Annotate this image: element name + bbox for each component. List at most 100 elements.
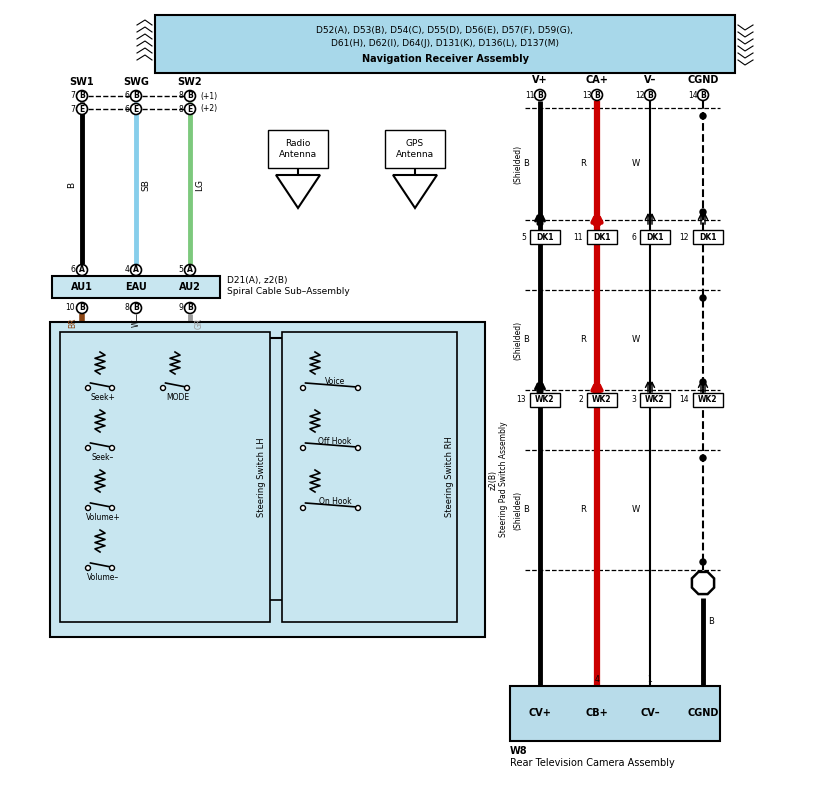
- Circle shape: [355, 386, 360, 390]
- Circle shape: [77, 91, 87, 102]
- Text: R: R: [580, 506, 586, 514]
- Text: (+1): (+1): [200, 91, 217, 100]
- Circle shape: [592, 90, 602, 100]
- Circle shape: [86, 506, 90, 510]
- Text: CGND: CGND: [687, 75, 719, 85]
- Text: DK1: DK1: [699, 232, 716, 242]
- Text: W: W: [131, 320, 140, 327]
- Circle shape: [301, 386, 306, 390]
- Text: Seek–: Seek–: [92, 453, 114, 463]
- Circle shape: [184, 386, 190, 390]
- Text: WK2: WK2: [645, 395, 665, 405]
- Text: B: B: [594, 91, 600, 99]
- Circle shape: [301, 506, 306, 510]
- Circle shape: [355, 445, 360, 451]
- Bar: [52, 276, 220, 298]
- Text: B: B: [187, 91, 193, 100]
- Text: W: W: [632, 335, 640, 344]
- Text: 8: 8: [178, 104, 183, 114]
- Text: A: A: [187, 266, 193, 274]
- Text: z2(B): z2(B): [488, 470, 497, 490]
- Circle shape: [700, 295, 706, 301]
- Text: 7: 7: [71, 104, 76, 114]
- Text: Seek+: Seek+: [90, 394, 116, 402]
- Circle shape: [77, 303, 87, 313]
- Bar: [268, 130, 328, 168]
- Text: CA+: CA+: [585, 75, 609, 85]
- Text: 3: 3: [631, 395, 636, 405]
- Circle shape: [109, 386, 114, 390]
- Text: DK1: DK1: [646, 232, 663, 242]
- Text: 12: 12: [680, 232, 689, 242]
- Text: (Shielded): (Shielded): [513, 145, 522, 184]
- Text: B: B: [700, 91, 706, 99]
- Text: W: W: [632, 160, 640, 169]
- Text: E: E: [134, 104, 139, 114]
- Bar: [510, 686, 720, 741]
- Text: CV–: CV–: [641, 708, 660, 719]
- Text: DK1: DK1: [593, 232, 610, 242]
- Circle shape: [184, 303, 196, 313]
- Text: A: A: [133, 266, 139, 274]
- Bar: [385, 130, 445, 168]
- Text: 6: 6: [631, 232, 636, 242]
- Text: Rear Television Camera Assembly: Rear Television Camera Assembly: [510, 758, 675, 768]
- Circle shape: [700, 209, 706, 215]
- Circle shape: [355, 506, 360, 510]
- Text: R: R: [580, 335, 586, 344]
- Polygon shape: [393, 175, 437, 208]
- Text: 7: 7: [71, 91, 76, 100]
- Circle shape: [130, 103, 142, 114]
- Text: B: B: [647, 91, 653, 99]
- Text: 12: 12: [635, 91, 645, 99]
- Text: B: B: [79, 304, 85, 312]
- Text: (Shielded): (Shielded): [513, 491, 522, 529]
- Text: Voice: Voice: [325, 378, 345, 386]
- Bar: [155, 15, 735, 73]
- Text: B: B: [133, 91, 139, 100]
- Text: CB+: CB+: [586, 708, 608, 719]
- Circle shape: [130, 91, 142, 102]
- Bar: [693, 230, 723, 244]
- Text: W: W: [632, 506, 640, 514]
- Text: Steering Pad Switch Assembly: Steering Pad Switch Assembly: [499, 421, 508, 537]
- Text: 6: 6: [125, 91, 130, 100]
- Bar: [530, 393, 560, 407]
- Text: B: B: [79, 91, 85, 100]
- Text: WK2: WK2: [535, 395, 555, 405]
- Bar: [587, 230, 617, 244]
- Text: Off Hook: Off Hook: [319, 437, 351, 447]
- Text: D21(A), z2(B): D21(A), z2(B): [227, 276, 288, 285]
- Text: 1: 1: [648, 676, 652, 684]
- Text: Radio
Antenna: Radio Antenna: [279, 139, 317, 159]
- Text: B: B: [523, 160, 529, 169]
- Text: 10: 10: [65, 304, 75, 312]
- Circle shape: [700, 113, 706, 119]
- Text: EAU: EAU: [126, 282, 147, 292]
- Text: DK1: DK1: [536, 232, 553, 242]
- Circle shape: [184, 265, 196, 276]
- Circle shape: [161, 386, 165, 390]
- Text: SW2: SW2: [178, 77, 202, 87]
- Text: 11: 11: [574, 232, 583, 242]
- Circle shape: [109, 506, 114, 510]
- Text: 9: 9: [178, 304, 183, 312]
- Circle shape: [77, 103, 87, 114]
- Text: 2: 2: [579, 395, 583, 405]
- Text: V+: V+: [532, 75, 548, 85]
- Text: B: B: [708, 618, 714, 626]
- Text: SWG: SWG: [123, 77, 149, 87]
- Text: 5: 5: [521, 232, 526, 242]
- Circle shape: [77, 265, 87, 276]
- Bar: [282, 332, 457, 622]
- Text: W8: W8: [510, 746, 527, 756]
- Text: B: B: [523, 506, 529, 514]
- Text: D52(A), D53(B), D54(C), D55(D), D56(E), D57(F), D59(G),: D52(A), D53(B), D54(C), D55(D), D56(E), …: [316, 25, 574, 34]
- Circle shape: [86, 445, 90, 451]
- Circle shape: [109, 565, 114, 571]
- Circle shape: [645, 90, 655, 100]
- Text: R: R: [580, 160, 586, 169]
- Text: WK2: WK2: [698, 395, 718, 405]
- Text: Steering Switch LH: Steering Switch LH: [258, 437, 267, 517]
- Polygon shape: [692, 572, 714, 594]
